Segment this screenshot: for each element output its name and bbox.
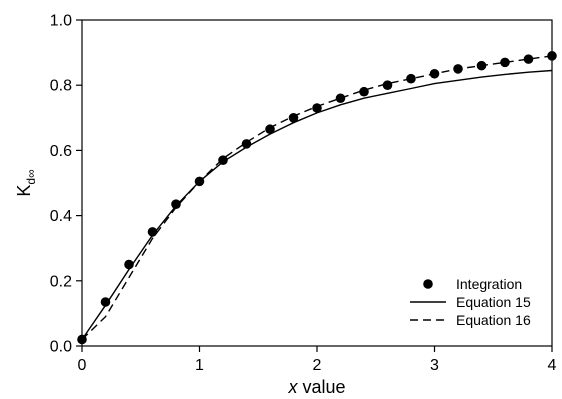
series-line-equation-16 xyxy=(81,55,553,341)
x-axis-title-variable: x xyxy=(287,377,298,397)
y-axis-title: Kd∞ xyxy=(14,169,38,196)
legend-label-equation-16: Equation 16 xyxy=(456,312,531,328)
y-tick-label: 0.8 xyxy=(50,78,72,95)
axes: 0 1 2 3 4 0.0 0.2 0.4 0.6 0.8 1.0 x value Kd∞ xyxy=(14,13,557,398)
y-tick-label: 1.0 xyxy=(50,13,72,30)
legend: Integration Equation 15 Equation 16 xyxy=(410,276,531,328)
x-tick-label: 4 xyxy=(548,357,557,374)
data-point-integration xyxy=(218,155,228,165)
data-point-integration xyxy=(382,80,393,90)
x-tick-label: 3 xyxy=(430,357,439,374)
data-point-integration xyxy=(547,51,557,61)
legend-label-equation-15: Equation 15 xyxy=(456,294,531,310)
x-tick-label: 0 xyxy=(78,357,87,374)
series-layer xyxy=(77,51,557,345)
legend-label-integration: Integration xyxy=(456,276,522,292)
y-tick-label: 0.4 xyxy=(50,208,72,225)
data-point-integration xyxy=(171,199,181,209)
data-point-integration xyxy=(523,54,534,64)
data-point-integration xyxy=(335,93,346,104)
x-tick-label: 1 xyxy=(195,357,204,374)
x-tick-label: 2 xyxy=(313,357,322,374)
data-point-integration xyxy=(100,297,111,307)
y-axis-title-text: Kd∞ xyxy=(14,169,38,196)
y-tick-label: 0.0 xyxy=(50,339,72,356)
x-axis-title-rest: value xyxy=(297,377,345,397)
x-axis-title: x value xyxy=(287,377,345,397)
data-point-integration xyxy=(147,227,158,237)
y-axis-title-main: K xyxy=(14,185,34,197)
legend-marker-integration xyxy=(423,279,433,289)
y-axis-title-subscript: d∞ xyxy=(24,169,38,184)
y-tick-label: 0.6 xyxy=(50,143,72,160)
data-point-integration xyxy=(500,57,510,68)
y-tick-label: 0.2 xyxy=(50,273,72,290)
series-line-equation-15 xyxy=(81,69,553,340)
